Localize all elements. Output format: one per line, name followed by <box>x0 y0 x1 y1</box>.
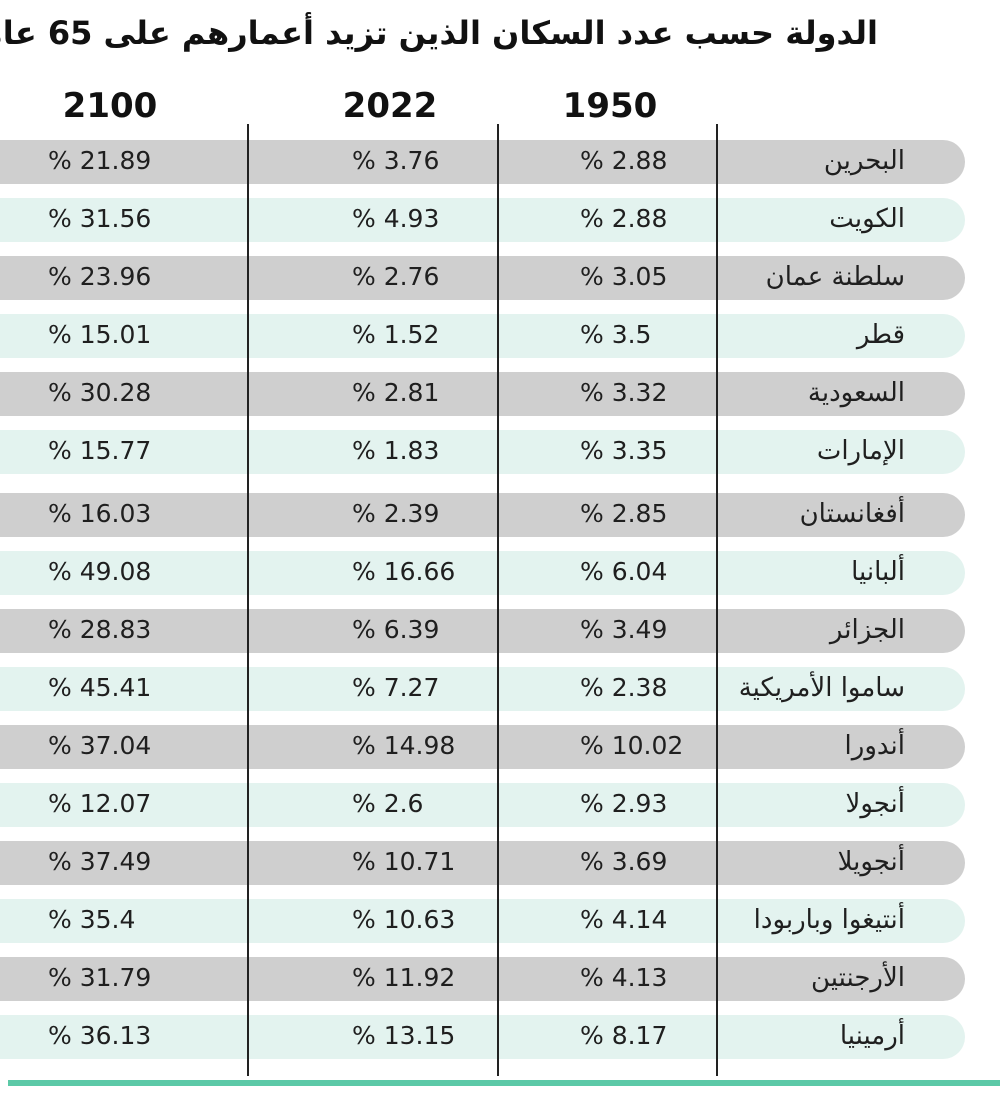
column-header-2022: 2022 <box>342 86 438 126</box>
value-2100: % 28.83 <box>48 615 152 644</box>
country-name: الكويت <box>829 204 905 234</box>
chart-title: الدولة حسب عدد السكان الذين تزيد أعمارهم… <box>0 14 878 52</box>
value-2022: % 2.76 <box>352 262 440 291</box>
table-row: % 31.79 % 11.92 % 4.13 الأرجنتين <box>0 957 965 1001</box>
table-row: % 35.4 % 10.63 % 4.14 أنتيغوا وباربودا <box>0 899 965 943</box>
value-2022: % 2.81 <box>352 378 440 407</box>
country-name: أنتيغوا وباربودا <box>753 905 905 935</box>
table-row: % 37.04 % 14.98 % 10.02 أندورا <box>0 725 965 769</box>
value-1950: % 4.14 <box>580 905 668 934</box>
value-1950: % 4.13 <box>580 963 668 992</box>
value-1950: % 2.93 <box>580 789 668 818</box>
value-2022: % 3.76 <box>352 146 440 175</box>
value-2022: % 10.63 <box>352 905 456 934</box>
value-2100: % 15.01 <box>48 320 152 349</box>
value-2100: % 31.79 <box>48 963 152 992</box>
value-2100: % 23.96 <box>48 262 152 291</box>
country-name: قطر <box>856 320 905 350</box>
table-row: % 36.13 % 13.15 % 8.17 أرمينيا <box>0 1015 965 1059</box>
value-2100: % 16.03 <box>48 499 152 528</box>
country-name: ألبانيا <box>851 557 905 587</box>
column-divider <box>716 124 718 1076</box>
value-1950: % 2.38 <box>580 673 668 702</box>
value-2100: % 49.08 <box>48 557 152 586</box>
value-2100: % 37.04 <box>48 731 152 760</box>
value-2022: % 6.39 <box>352 615 440 644</box>
value-2022: % 13.15 <box>352 1021 456 1050</box>
value-1950: % 10.02 <box>580 731 684 760</box>
value-2100: % 15.77 <box>48 436 152 465</box>
value-2100: % 12.07 <box>48 789 152 818</box>
value-1950: % 3.05 <box>580 262 668 291</box>
country-name: أندورا <box>844 731 905 761</box>
table-row: % 49.08 % 16.66 % 6.04 ألبانيا <box>0 551 965 595</box>
table-row: % 15.01 % 1.52 % 3.5 قطر <box>0 314 965 358</box>
value-1950: % 2.88 <box>580 204 668 233</box>
table-row: % 15.77 % 1.83 % 3.35 الإمارات <box>0 430 965 474</box>
value-2022: % 16.66 <box>352 557 456 586</box>
value-2100: % 30.28 <box>48 378 152 407</box>
value-1950: % 3.69 <box>580 847 668 876</box>
country-name: ساموا الأمريكية <box>738 673 905 703</box>
country-name: سلطنة عمان <box>765 262 905 292</box>
value-1950: % 3.49 <box>580 615 668 644</box>
column-divider <box>497 124 499 1076</box>
country-name: الأرجنتين <box>810 963 905 993</box>
country-name: أفغانستان <box>799 499 905 529</box>
column-header-2100: 2100 <box>62 86 158 126</box>
value-1950: % 3.32 <box>580 378 668 407</box>
value-2022: % 1.83 <box>352 436 440 465</box>
value-1950: % 6.04 <box>580 557 668 586</box>
value-2100: % 35.4 <box>48 905 136 934</box>
value-1950: % 2.88 <box>580 146 668 175</box>
value-1950: % 2.85 <box>580 499 668 528</box>
table-row: % 37.49 % 10.71 % 3.69 أنجويلا <box>0 841 965 885</box>
value-2100: % 36.13 <box>48 1021 152 1050</box>
value-2022: % 10.71 <box>352 847 456 876</box>
country-name: أرمينيا <box>839 1021 905 1051</box>
table-row: % 30.28 % 2.81 % 3.32 السعودية <box>0 372 965 416</box>
value-2022: % 2.39 <box>352 499 440 528</box>
country-name: البحرين <box>823 146 905 176</box>
table-row: % 23.96 % 2.76 % 3.05 سلطنة عمان <box>0 256 965 300</box>
value-1950: % 3.5 <box>580 320 652 349</box>
column-divider <box>247 124 249 1076</box>
column-header-1950: 1950 <box>562 86 658 126</box>
table-row: % 31.56 % 4.93 % 2.88 الكويت <box>0 198 965 242</box>
table-row: % 21.89 % 3.76 % 2.88 البحرين <box>0 140 965 184</box>
value-2022: % 14.98 <box>352 731 456 760</box>
value-2022: % 11.92 <box>352 963 456 992</box>
value-2022: % 4.93 <box>352 204 440 233</box>
country-name: السعودية <box>807 378 905 408</box>
value-2100: % 37.49 <box>48 847 152 876</box>
country-name: أنجولا <box>845 789 905 819</box>
value-2022: % 7.27 <box>352 673 440 702</box>
bottom-accent-line <box>8 1080 1000 1086</box>
value-2100: % 31.56 <box>48 204 152 233</box>
country-name: الجزائر <box>829 615 905 645</box>
value-1950: % 3.35 <box>580 436 668 465</box>
country-name: أنجويلا <box>837 847 905 877</box>
value-2100: % 21.89 <box>48 146 152 175</box>
table-row: % 12.07 % 2.6 % 2.93 أنجولا <box>0 783 965 827</box>
table-row: % 45.41 % 7.27 % 2.38 ساموا الأمريكية <box>0 667 965 711</box>
value-2100: % 45.41 <box>48 673 152 702</box>
value-2022: % 2.6 <box>352 789 424 818</box>
table-row: % 28.83 % 6.39 % 3.49 الجزائر <box>0 609 965 653</box>
country-name: الإمارات <box>816 436 905 466</box>
value-2022: % 1.52 <box>352 320 440 349</box>
table-row: % 16.03 % 2.39 % 2.85 أفغانستان <box>0 493 965 537</box>
value-1950: % 8.17 <box>580 1021 668 1050</box>
